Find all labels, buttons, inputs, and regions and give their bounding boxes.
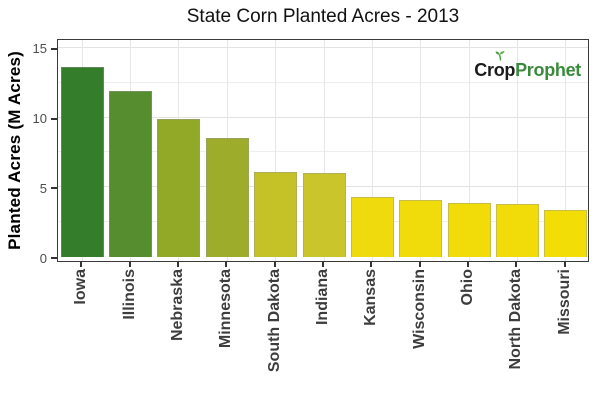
- y-axis-tick: [51, 187, 57, 190]
- bar-missouri: [544, 209, 588, 257]
- x-label-kansas: Kansas: [358, 269, 384, 417]
- category-gridline: [420, 40, 422, 261]
- logo-text-prophet: Prophet: [515, 60, 581, 80]
- x-label-text: Illinois: [120, 269, 138, 320]
- bar-illinois: [109, 91, 153, 257]
- plot-panel: Cro pProphet: [57, 39, 589, 262]
- x-axis-tick: [273, 262, 276, 267]
- cropprophet-logo: Cro pProphet: [474, 51, 581, 81]
- x-label-indiana: Indiana: [310, 269, 336, 417]
- x-label-ohio: Ohio: [455, 269, 481, 417]
- y-axis-title-text: Planted Acres (M Acres): [5, 51, 24, 250]
- x-axis-tick: [176, 262, 179, 267]
- y-axis-tick: [51, 257, 57, 259]
- logo-letter-o: o: [494, 51, 505, 81]
- x-label-text: Iowa: [72, 269, 90, 305]
- x-axis-tick: [515, 262, 518, 267]
- minor-gridline: [58, 151, 588, 153]
- x-label-missouri: Missouri: [552, 269, 578, 417]
- logo-text-cr: Cr: [474, 60, 494, 80]
- x-label-south-dakota: South Dakota: [262, 269, 288, 417]
- y-axis-tick: [51, 47, 57, 50]
- x-label-text: Kansas: [362, 269, 380, 326]
- category-gridline: [565, 40, 567, 261]
- x-axis-tick: [370, 262, 373, 267]
- bar-wisconsin: [399, 199, 443, 257]
- x-label-minnesota: Minnesota: [213, 269, 239, 417]
- category-gridline: [468, 40, 470, 261]
- x-label-text: Nebraska: [168, 269, 186, 342]
- y-axis-tick: [51, 117, 57, 120]
- bar-minnesota: [205, 138, 249, 257]
- category-gridline: [516, 40, 518, 261]
- y-tick-label: 0: [39, 250, 47, 266]
- category-gridline: [275, 40, 277, 261]
- category-gridline: [371, 40, 373, 261]
- bar-north-dakota: [495, 204, 539, 257]
- sprout-icon: [495, 51, 505, 61]
- bar-south-dakota: [254, 171, 298, 257]
- y-tick-label: 5: [39, 180, 47, 196]
- bar-kansas: [350, 197, 394, 257]
- x-axis-tick: [80, 262, 83, 267]
- bar-indiana: [302, 173, 346, 257]
- x-label-text: Indiana: [314, 269, 331, 326]
- x-label-text: South Dakota: [265, 269, 283, 373]
- chart-title: State Corn Planted Acres - 2013: [186, 6, 460, 27]
- major-gridline: [58, 116, 588, 118]
- y-tick-label: 10: [32, 111, 47, 126]
- x-label-text: North Dakota: [507, 269, 525, 370]
- x-label-iowa: Iowa: [68, 269, 94, 417]
- minor-gridline: [58, 81, 588, 83]
- y-tick-label: 15: [32, 41, 47, 57]
- x-label-north-dakota: North Dakota: [503, 269, 529, 417]
- x-label-illinois: Illinois: [117, 269, 143, 417]
- x-axis-tick: [563, 262, 566, 267]
- x-axis-tick: [225, 262, 228, 267]
- major-gridline: [58, 46, 588, 48]
- y-axis-title: Planted Acres (M Acres): [4, 39, 26, 262]
- logo-text-p: p: [504, 60, 516, 80]
- x-label-wisconsin: Wisconsin: [407, 269, 433, 417]
- bar-nebraska: [157, 118, 201, 257]
- x-axis-tick: [128, 262, 131, 267]
- x-axis-tick: [322, 262, 324, 267]
- x-label-text: Ohio: [459, 269, 477, 306]
- category-gridline: [323, 40, 325, 261]
- x-axis-tick: [418, 262, 421, 267]
- bar-ohio: [447, 202, 491, 257]
- x-label-nebraska: Nebraska: [165, 269, 191, 417]
- x-axis-tick: [467, 262, 470, 267]
- x-label-text: Missouri: [555, 269, 573, 335]
- x-label-text: Minnesota: [217, 269, 235, 349]
- bar-iowa: [60, 67, 104, 257]
- x-label-text: Wisconsin: [410, 269, 428, 349]
